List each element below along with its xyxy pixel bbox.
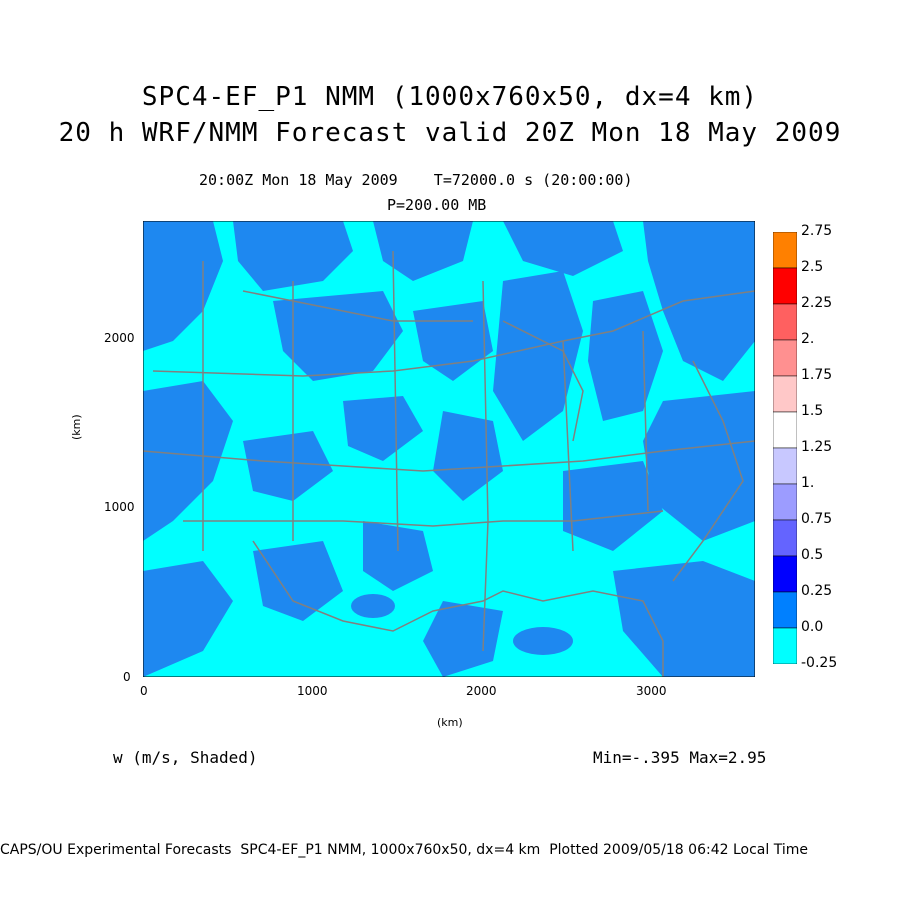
colorbar-swatch — [773, 303, 797, 341]
min-max-readout: Min=-.395 Max=2.95 — [593, 748, 767, 767]
colorbar-swatch — [773, 447, 797, 485]
colorbar-swatch — [773, 555, 797, 593]
footer-credit: CAPS/OU Experimental Forecasts SPC4-EF_P… — [0, 842, 808, 858]
colorbar-label: 1.25 — [801, 439, 833, 455]
colorbar-label: 0.75 — [801, 511, 833, 527]
colorbar-label: 0.0 — [801, 619, 824, 635]
colorbar-swatch — [773, 232, 797, 269]
colorbar-label: 1. — [801, 475, 815, 491]
colorbar-label: 1.5 — [801, 403, 824, 419]
colorbar-swatch — [773, 627, 797, 664]
colorbar — [773, 232, 797, 664]
x-tick-label: 2000 — [466, 684, 497, 698]
colorbar-swatch — [773, 591, 797, 629]
x-tick-label: 1000 — [297, 684, 328, 698]
x-tick-label: 0 — [140, 684, 148, 698]
y-tick-label: 2000 — [104, 331, 135, 345]
colorbar-swatch — [773, 483, 797, 521]
colorbar-label: 2.5 — [801, 259, 824, 275]
colorbar-label: 2.75 — [801, 223, 833, 239]
state-borders — [143, 250, 755, 677]
y-axis-label: (km) — [70, 414, 83, 440]
title-line-2: 20 h WRF/NMM Forecast valid 20Z Mon 18 M… — [58, 118, 842, 148]
x-axis-label: (km) — [437, 716, 463, 729]
colorbar-label: 0.5 — [801, 547, 824, 563]
variable-label: w (m/s, Shaded) — [113, 748, 258, 767]
colorbar-label: 2. — [801, 331, 815, 347]
colorbar-swatch — [773, 411, 797, 449]
colorbar-label: 0.25 — [801, 583, 833, 599]
colorbar-swatch — [773, 339, 797, 377]
x-tick-label: 3000 — [636, 684, 667, 698]
valid-time-line: 20:00Z Mon 18 May 2009 T=72000.0 s (20:0… — [199, 171, 633, 189]
forecast-map — [143, 221, 755, 677]
colorbar-label: 1.75 — [801, 367, 833, 383]
colorbar-swatch — [773, 519, 797, 557]
colorbar-swatch — [773, 267, 797, 305]
colorbar-label: 2.25 — [801, 295, 833, 311]
y-tick-label: 0 — [123, 670, 131, 684]
colorbar-label: -0.25 — [801, 655, 838, 671]
y-tick-label: 1000 — [104, 500, 135, 514]
pressure-level-line: P=200.00 MB — [387, 196, 487, 214]
colorbar-swatch — [773, 375, 797, 413]
title-line-1: SPC4-EF_P1 NMM (1000x760x50, dx=4 km) — [141, 82, 759, 112]
